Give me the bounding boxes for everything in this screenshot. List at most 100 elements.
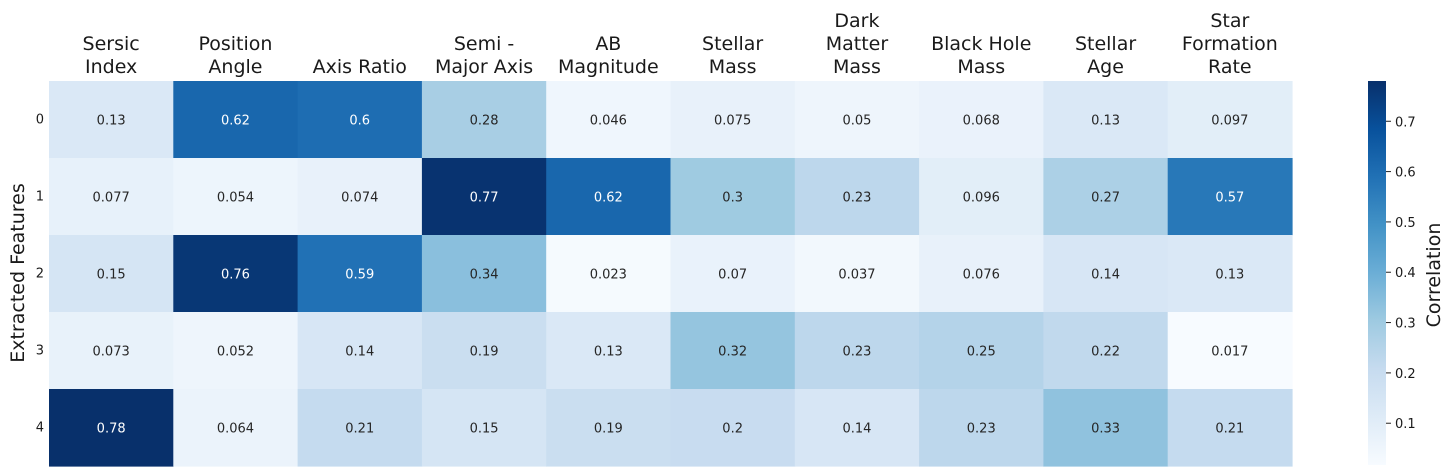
heatmap-cell <box>670 312 796 390</box>
heatmap-cell <box>794 235 920 313</box>
heatmap-cell <box>546 235 672 313</box>
cell-value-label: 0.13 <box>1215 268 1244 283</box>
cell-value-label: 0.096 <box>963 191 1000 206</box>
cell-value-label: 0.19 <box>594 422 623 437</box>
colorbar-gradient <box>1368 81 1386 465</box>
column-label-line: Axis Ratio <box>313 56 407 78</box>
row-labels: 0 1 2 3 4 <box>36 113 44 436</box>
heatmap-cell <box>173 389 299 467</box>
column-label-line: Black Hole <box>931 33 1031 55</box>
column-label-line: Semi - <box>454 33 514 55</box>
heatmap-cell <box>1043 81 1169 159</box>
heatmap-cell <box>546 389 672 467</box>
cell-value-label: 0.28 <box>470 114 499 129</box>
cell-value-label: 0.076 <box>963 268 1000 283</box>
column-label-line: Stellar <box>702 33 763 55</box>
cell-value-label: 0.017 <box>1211 345 1248 360</box>
column-labels: Sersic Index Position Angle Axis Ratio Semi -… <box>83 10 1278 78</box>
cell-value-label: 0.62 <box>594 191 623 206</box>
column-label: Semi -Major Axis <box>435 33 533 78</box>
cell-value-label: 0.13 <box>1091 114 1120 129</box>
column-label-line: Star <box>1210 10 1249 32</box>
column-label-line: Dark <box>834 10 879 32</box>
cell-value-label: 0.15 <box>470 422 499 437</box>
cell-value-label: 0.25 <box>967 345 996 360</box>
heatmap-cell <box>49 235 174 313</box>
cell-value-label: 0.097 <box>1211 114 1248 129</box>
cell-value-label: 0.32 <box>718 345 747 360</box>
column-label: AB Magnitude <box>558 33 659 78</box>
column-label: Position Angle <box>198 33 272 78</box>
heatmap-cell <box>794 158 920 236</box>
cell-value-label: 0.037 <box>838 268 875 283</box>
column-label-line: Stellar <box>1075 33 1136 55</box>
colorbar-tick-label: 0.5 <box>1395 216 1416 231</box>
heatmap-cell <box>49 81 174 159</box>
cell-value-label: 0.2 <box>722 422 743 437</box>
cell-value-label: 0.59 <box>345 268 374 283</box>
row-label: 1 <box>36 190 44 205</box>
heatmap-cell <box>1167 81 1293 159</box>
heatmap-cell <box>421 81 547 159</box>
column-label-line: Matter <box>826 33 889 55</box>
cell-value-label: 0.57 <box>1215 191 1244 206</box>
cell-value-label: 0.21 <box>345 422 374 437</box>
column-label: Axis Ratio <box>313 56 407 78</box>
cell-value-label: 0.76 <box>221 268 250 283</box>
heatmap-cell <box>297 158 423 236</box>
cell-value-label: 0.14 <box>1091 268 1120 283</box>
heatmap-cell <box>297 389 423 467</box>
cell-value-label: 0.14 <box>345 345 374 360</box>
heatmap-cell <box>49 312 174 390</box>
column-label: Star Formation Rate <box>1182 10 1278 78</box>
row-label: 3 <box>36 344 44 359</box>
cell-value-label: 0.77 <box>470 191 499 206</box>
y-axis-title: Extracted Features <box>7 183 29 363</box>
heatmap-cell <box>794 81 920 159</box>
column-label-line: Major Axis <box>435 56 533 78</box>
heatmap-cell <box>546 81 672 159</box>
cell-value-label: 0.23 <box>842 345 871 360</box>
heatmap-cell <box>297 235 423 313</box>
heatmap-cell <box>1167 158 1293 236</box>
column-label-line: Mass <box>833 56 881 78</box>
heatmap-cell <box>49 158 174 236</box>
heatmap-cell <box>670 158 796 236</box>
heatmap-cell <box>173 235 299 313</box>
cell-value-label: 0.3 <box>722 191 743 206</box>
column-label-line: AB <box>595 33 621 55</box>
heatmap-cell <box>1043 312 1169 390</box>
heatmap-cell <box>670 389 796 467</box>
colorbar-title: Correlation <box>1423 223 1445 328</box>
cell-value-label: 0.052 <box>217 345 254 360</box>
cell-value-label: 0.046 <box>590 114 627 129</box>
colorbar-ticks: 0.1 0.2 0.3 0.4 0.5 0.6 0.7 <box>1386 115 1416 432</box>
row-label: 4 <box>36 421 44 436</box>
column-label-line: Mass <box>709 56 757 78</box>
colorbar-tick-label: 0.7 <box>1395 115 1416 130</box>
heatmap-cell <box>297 312 423 390</box>
heatmap-cell <box>421 158 547 236</box>
heatmap-cell <box>1167 235 1293 313</box>
heatmap-cell <box>49 389 174 467</box>
cell-value-label: 0.78 <box>97 422 126 437</box>
colorbar-tick-label: 0.3 <box>1395 317 1416 332</box>
cell-value-label: 0.62 <box>221 114 250 129</box>
colorbar-tick-label: 0.1 <box>1395 417 1416 432</box>
column-label: Dark Matter Mass <box>826 10 889 78</box>
column-label-line: Rate <box>1208 56 1252 78</box>
heatmap-cell <box>919 235 1044 313</box>
cell-value-label: 0.074 <box>341 191 378 206</box>
cell-value-label: 0.13 <box>97 114 126 129</box>
heatmap-cell <box>1043 158 1169 236</box>
row-label: 0 <box>36 113 44 128</box>
heatmap-cell <box>546 312 672 390</box>
cell-value-label: 0.33 <box>1091 422 1120 437</box>
colorbar-tick-label: 0.2 <box>1395 367 1416 382</box>
heatmap-cells: 0.13 0.62 0.6 0.28 0.046 0.075 0.05 0.068 0.13 0.… <box>49 81 1293 467</box>
heatmap-cell <box>173 312 299 390</box>
cell-value-label: 0.34 <box>470 268 499 283</box>
heatmap-cell <box>670 81 796 159</box>
heatmap-cell <box>421 312 547 390</box>
